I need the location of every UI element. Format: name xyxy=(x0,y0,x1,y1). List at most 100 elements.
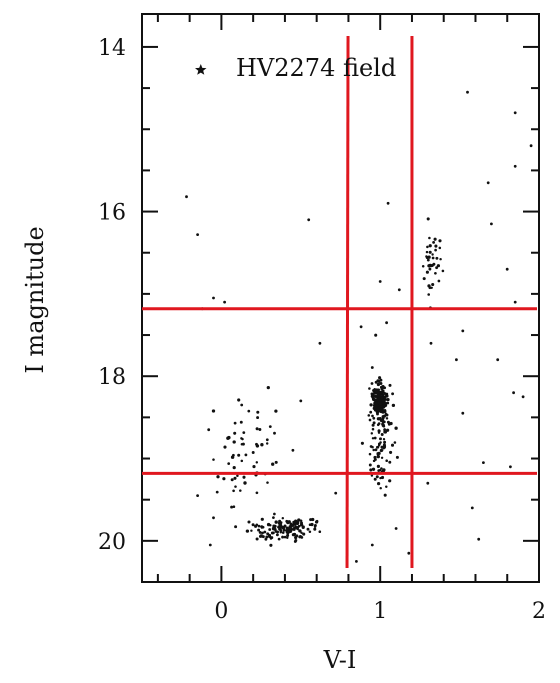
data-point xyxy=(379,437,382,441)
data-point xyxy=(272,527,276,531)
data-point xyxy=(367,414,371,417)
data-point xyxy=(380,445,384,449)
data-point xyxy=(512,391,515,395)
y-tick-label: 16 xyxy=(98,201,126,226)
data-point xyxy=(377,422,381,425)
data-point xyxy=(371,445,374,449)
data-point xyxy=(245,529,250,533)
data-point xyxy=(232,505,236,508)
data-point xyxy=(230,455,235,459)
data-point xyxy=(428,286,432,290)
data-point xyxy=(426,258,430,262)
data-point xyxy=(281,516,285,520)
plot-frame xyxy=(141,13,540,583)
data-point xyxy=(370,543,374,547)
data-point xyxy=(281,531,285,534)
data-point xyxy=(381,419,385,422)
data-point xyxy=(382,444,387,448)
data-point xyxy=(286,527,291,531)
data-point xyxy=(382,414,387,418)
data-point xyxy=(279,522,283,526)
data-point xyxy=(389,450,393,454)
data-point xyxy=(250,529,253,532)
data-point xyxy=(244,453,248,457)
data-point xyxy=(297,518,301,522)
data-point xyxy=(381,385,385,388)
data-point xyxy=(372,421,376,425)
data-point xyxy=(513,164,517,168)
data-point xyxy=(529,144,533,148)
data-point xyxy=(436,264,441,268)
data-point xyxy=(376,464,380,468)
data-point xyxy=(383,428,386,431)
data-point xyxy=(432,240,436,244)
data-point xyxy=(239,489,242,492)
data-point xyxy=(370,474,374,477)
data-point xyxy=(394,527,398,530)
data-point xyxy=(281,535,285,539)
data-point xyxy=(385,394,389,398)
data-point xyxy=(239,420,243,424)
data-point xyxy=(375,410,380,414)
data-point xyxy=(266,385,270,390)
data-point xyxy=(314,520,319,524)
data-point xyxy=(265,438,269,442)
data-point xyxy=(196,233,200,237)
data-point xyxy=(266,532,270,536)
data-point xyxy=(286,536,289,540)
data-point xyxy=(376,445,380,449)
data-point xyxy=(196,494,200,497)
data-point xyxy=(470,506,474,510)
data-point xyxy=(308,523,312,527)
data-point xyxy=(374,333,378,337)
data-point xyxy=(255,427,259,431)
data-point xyxy=(378,402,383,406)
data-point xyxy=(425,250,429,254)
data-point xyxy=(380,475,385,480)
data-point xyxy=(212,296,215,300)
vertical-reference-line xyxy=(345,35,350,569)
data-point xyxy=(378,376,382,380)
data-point xyxy=(373,458,377,461)
data-point xyxy=(376,454,380,459)
data-point xyxy=(318,530,322,534)
data-point xyxy=(371,427,375,431)
data-point xyxy=(372,448,375,452)
data-point xyxy=(302,532,306,536)
data-point xyxy=(299,399,303,403)
data-point xyxy=(292,520,296,524)
data-point xyxy=(373,388,377,393)
data-point xyxy=(378,397,381,400)
data-point xyxy=(265,442,269,445)
data-point xyxy=(368,463,372,467)
data-point xyxy=(377,429,381,432)
data-point xyxy=(272,531,275,535)
data-point xyxy=(477,537,481,541)
data-point xyxy=(434,271,437,275)
data-point xyxy=(368,387,371,390)
data-point xyxy=(369,403,373,407)
data-point xyxy=(257,528,261,532)
data-point xyxy=(421,265,425,268)
data-point xyxy=(307,218,311,222)
data-point xyxy=(215,490,219,494)
data-point xyxy=(435,256,439,260)
data-point xyxy=(385,428,390,432)
data-point xyxy=(223,300,227,304)
data-point xyxy=(273,431,276,435)
data-point xyxy=(300,531,303,535)
data-point xyxy=(185,195,188,199)
data-point xyxy=(232,440,236,444)
data-point xyxy=(376,452,380,456)
data-point xyxy=(379,407,383,411)
data-point xyxy=(233,431,237,435)
data-point xyxy=(286,533,290,538)
data-point xyxy=(388,383,392,387)
data-point xyxy=(268,528,272,531)
data-point xyxy=(269,523,272,527)
data-point xyxy=(272,516,275,519)
x-tick-label: 2 xyxy=(532,599,546,624)
data-point xyxy=(521,395,525,399)
x-axis-label: V-I xyxy=(323,646,357,674)
data-point xyxy=(379,486,382,490)
